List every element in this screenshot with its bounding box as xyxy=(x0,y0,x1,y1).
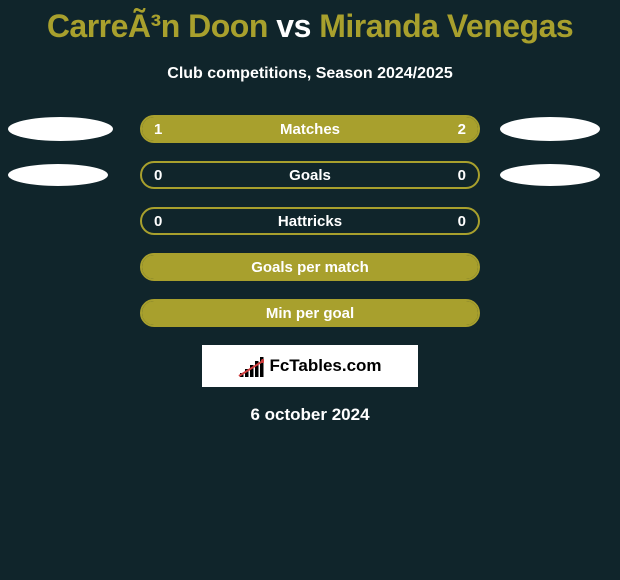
stat-label: Goals xyxy=(142,167,478,184)
logo-box: FcTables.com xyxy=(202,345,418,387)
stat-bar: Min per goal xyxy=(140,299,480,327)
stat-bar: Goals per match xyxy=(140,253,480,281)
stat-label: Goals per match xyxy=(142,259,478,276)
stat-row: 00Hattricks xyxy=(0,207,620,235)
stat-row: 00Goals xyxy=(0,161,620,189)
stat-label: Min per goal xyxy=(142,305,478,322)
stat-bar: 00Goals xyxy=(140,161,480,189)
ellipse-left xyxy=(8,164,108,186)
stat-row: Goals per match xyxy=(0,253,620,281)
player1-name: CarreÃ³n Doon xyxy=(47,8,268,44)
subtitle: Club competitions, Season 2024/2025 xyxy=(0,65,620,83)
comparison-card: CarreÃ³n Doon vs Miranda Venegas Club co… xyxy=(0,0,620,425)
barchart-icon xyxy=(238,355,264,377)
date: 6 october 2024 xyxy=(0,405,620,425)
stat-row: 12Matches xyxy=(0,115,620,143)
stat-row: Min per goal xyxy=(0,299,620,327)
stat-bar: 12Matches xyxy=(140,115,480,143)
ellipse-right xyxy=(500,117,600,141)
stat-rows: 12Matches 00Goals 00Hattricks Goals per mat… xyxy=(0,115,620,327)
logo-text: FcTables.com xyxy=(269,356,381,376)
ellipse-right xyxy=(500,164,600,186)
player2-name: Miranda Venegas xyxy=(319,8,573,44)
logo: FcTables.com xyxy=(238,355,381,377)
stat-label: Hattricks xyxy=(142,213,478,230)
page-title: CarreÃ³n Doon vs Miranda Venegas xyxy=(0,8,620,45)
stat-label: Matches xyxy=(142,121,478,138)
title-vs: vs xyxy=(268,8,319,44)
stat-bar: 00Hattricks xyxy=(140,207,480,235)
ellipse-left xyxy=(8,117,113,141)
